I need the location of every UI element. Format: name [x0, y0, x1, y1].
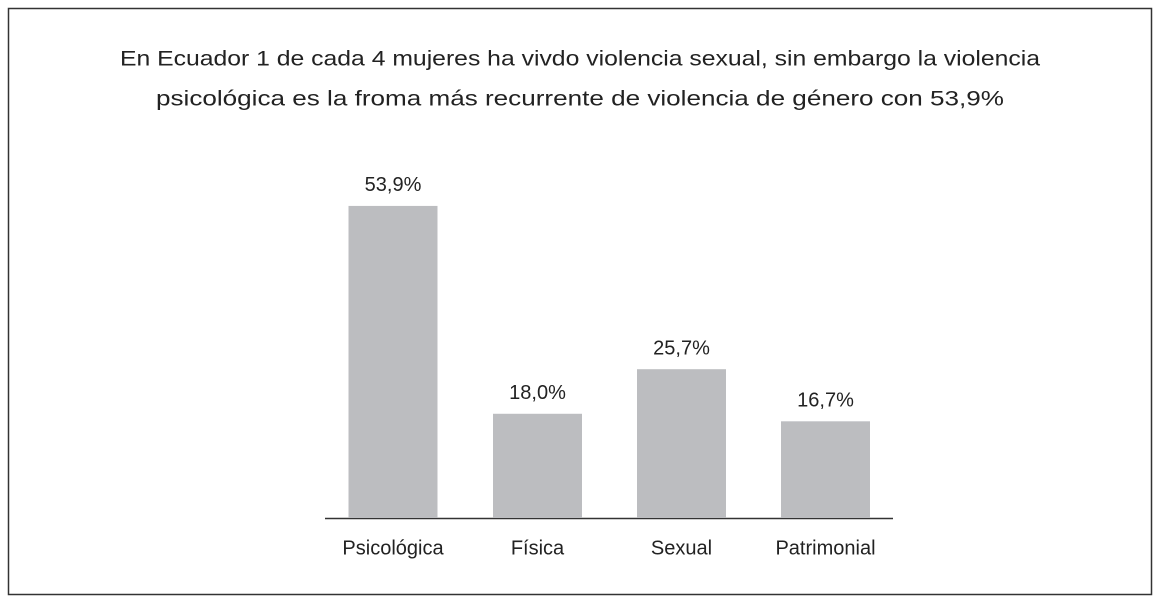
x-tick-label: Sexual: [651, 537, 712, 559]
bar: [348, 205, 438, 518]
bar: [781, 421, 870, 518]
chart-title: psicológica es la froma más recurrente d…: [156, 88, 1004, 111]
data-label: 25,7%: [653, 337, 710, 359]
x-tick-label: Física: [511, 537, 565, 559]
data-label: 53,9%: [365, 174, 422, 196]
data-label: 16,7%: [797, 390, 854, 412]
chart-title: En Ecuador 1 de cada 4 mujeres ha vivdo …: [120, 48, 1040, 71]
x-tick-label: Patrimonial: [775, 537, 875, 559]
x-tick-label: Psicológica: [342, 537, 444, 559]
bar: [637, 369, 726, 518]
bar: [493, 413, 582, 518]
data-label: 18,0%: [509, 382, 566, 404]
